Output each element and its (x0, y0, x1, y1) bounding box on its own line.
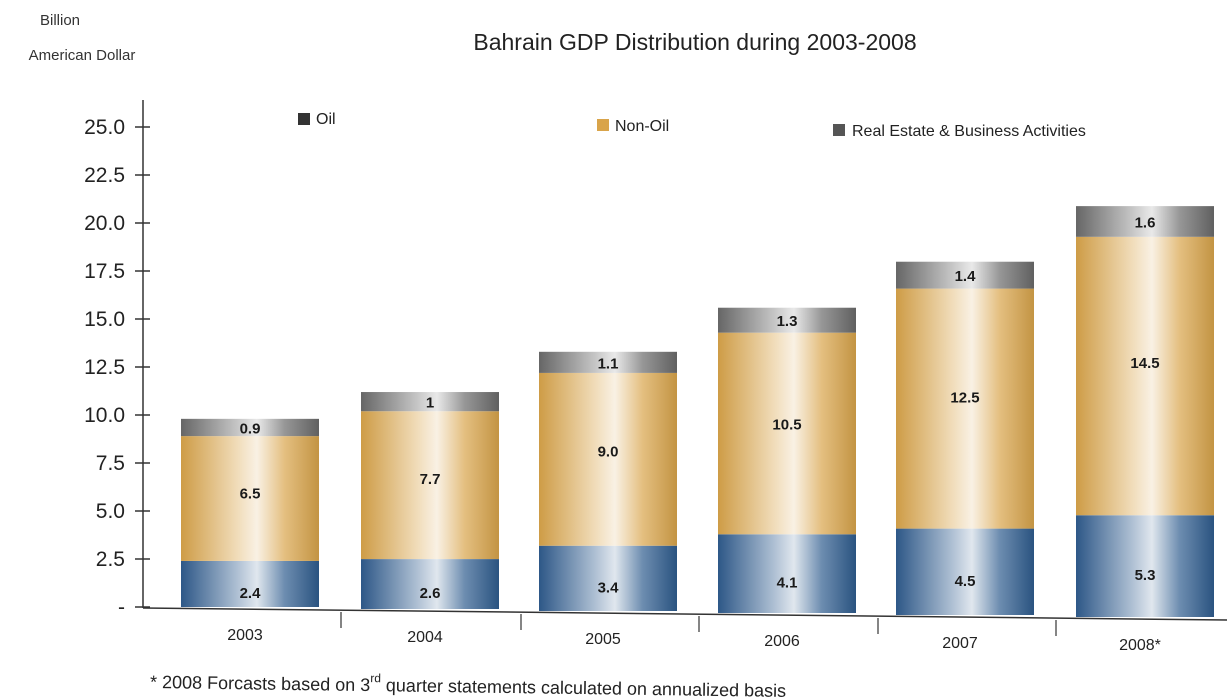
bar-data-label: 9.0 (598, 444, 619, 461)
y-axis-ticks: - 2.5 5.0 7.5 10.0 12.5 15.0 17.5 20.0 22.5 25.0 (84, 116, 150, 619)
legend: Oil Non-Oil Real Estate & Business Activ… (298, 111, 1086, 140)
bar-data-label: 2.6 (420, 585, 441, 602)
y-tick-label: 5.0 (96, 500, 125, 523)
bar-segment (181, 436, 319, 561)
bar-data-label: 4.5 (955, 573, 976, 590)
footnote: * 2008 Forcasts based on 3rd quarter sta… (150, 668, 786, 697)
bar-data-label: 6.5 (240, 485, 261, 502)
bar-segment (1076, 515, 1214, 617)
bar-data-label: 10.5 (772, 416, 801, 433)
bar-data-label: 0.9 (240, 420, 261, 437)
legend-swatch-oil (298, 113, 310, 125)
legend-label-real-estate: Real Estate & Business Activities (852, 123, 1086, 140)
bar-data-label: 2.4 (240, 585, 262, 602)
bar-segment (539, 351, 677, 373)
x-tick-label: 2005 (585, 631, 621, 648)
bar-segment (718, 534, 856, 613)
legend-label-oil: Oil (316, 111, 336, 128)
x-tick-label: 2006 (764, 633, 800, 650)
bar-segment (539, 545, 677, 611)
bar-data-label: 1 (426, 395, 434, 412)
bar-data-label: 14.5 (1130, 355, 1159, 372)
y-tick-label: 2.5 (96, 548, 125, 571)
bar-data-label: 12.5 (950, 390, 979, 407)
legend-label-non-oil: Non-Oil (615, 118, 669, 135)
x-tick-label: 2003 (227, 627, 263, 644)
x-tick-label: 2008* (1119, 637, 1161, 654)
x-axis-line (142, 607, 1227, 621)
bar-segment (718, 307, 856, 333)
bar-segment (539, 372, 677, 546)
bar-segment (361, 392, 499, 412)
bar-data-label: 4.1 (777, 575, 798, 592)
bar-data-label: 7.7 (420, 471, 441, 488)
legend-swatch-real-estate (833, 124, 845, 136)
bars-group: 2.4 6.5 0.9 2.6 7.7 1 3.4 9.0 1.1 4.1 10.5 1.3 4.5 12… (181, 206, 1214, 617)
chart-title: Bahrain GDP Distribution during 2003-200… (473, 29, 916, 55)
y-tick-label: 20.0 (84, 212, 125, 235)
bar-data-label: 5.3 (1135, 567, 1156, 584)
bar-segment (896, 261, 1034, 289)
bar-data-label: 3.4 (598, 579, 620, 596)
y-tick-label: 17.5 (84, 260, 125, 283)
y-axis-label-line-2: American Dollar (29, 47, 136, 64)
y-tick-label: 22.5 (84, 164, 125, 187)
bar-segment (718, 332, 856, 535)
bar-data-label: 1.1 (598, 355, 619, 372)
footnote-superscript: rd (370, 671, 381, 685)
bar-segment (361, 411, 499, 560)
x-axis-ticks: 2003 2004 2005 2006 2007 2008* (227, 612, 1161, 654)
x-tick-label: 2007 (942, 635, 978, 652)
y-tick-label: 12.5 (84, 356, 125, 379)
bar-segment (181, 560, 319, 607)
y-axis-label-line-1: Billion (40, 12, 80, 29)
bar-data-label: 1.3 (777, 313, 798, 330)
y-tick-label: - (118, 596, 125, 619)
bar-segment (361, 559, 499, 609)
legend-swatch-non-oil (597, 119, 609, 131)
y-tick-label: 25.0 (84, 116, 125, 139)
bar-data-label: 1.6 (1135, 214, 1156, 231)
footnote-prefix: * 2008 Forcasts based on 3 (150, 672, 370, 695)
y-tick-label: 7.5 (96, 452, 125, 475)
x-tick-label: 2004 (407, 629, 443, 646)
bar-segment (181, 418, 319, 437)
y-tick-label: 15.0 (84, 308, 125, 331)
bar-segment (896, 528, 1034, 615)
bar-segment (896, 288, 1034, 529)
footnote-suffix: quarter statements calculated on annuali… (381, 675, 786, 697)
bar-data-label: 1.4 (955, 268, 977, 285)
y-tick-label: 10.0 (84, 404, 125, 427)
bar-segment (1076, 206, 1214, 237)
bar-segment (1076, 236, 1214, 516)
